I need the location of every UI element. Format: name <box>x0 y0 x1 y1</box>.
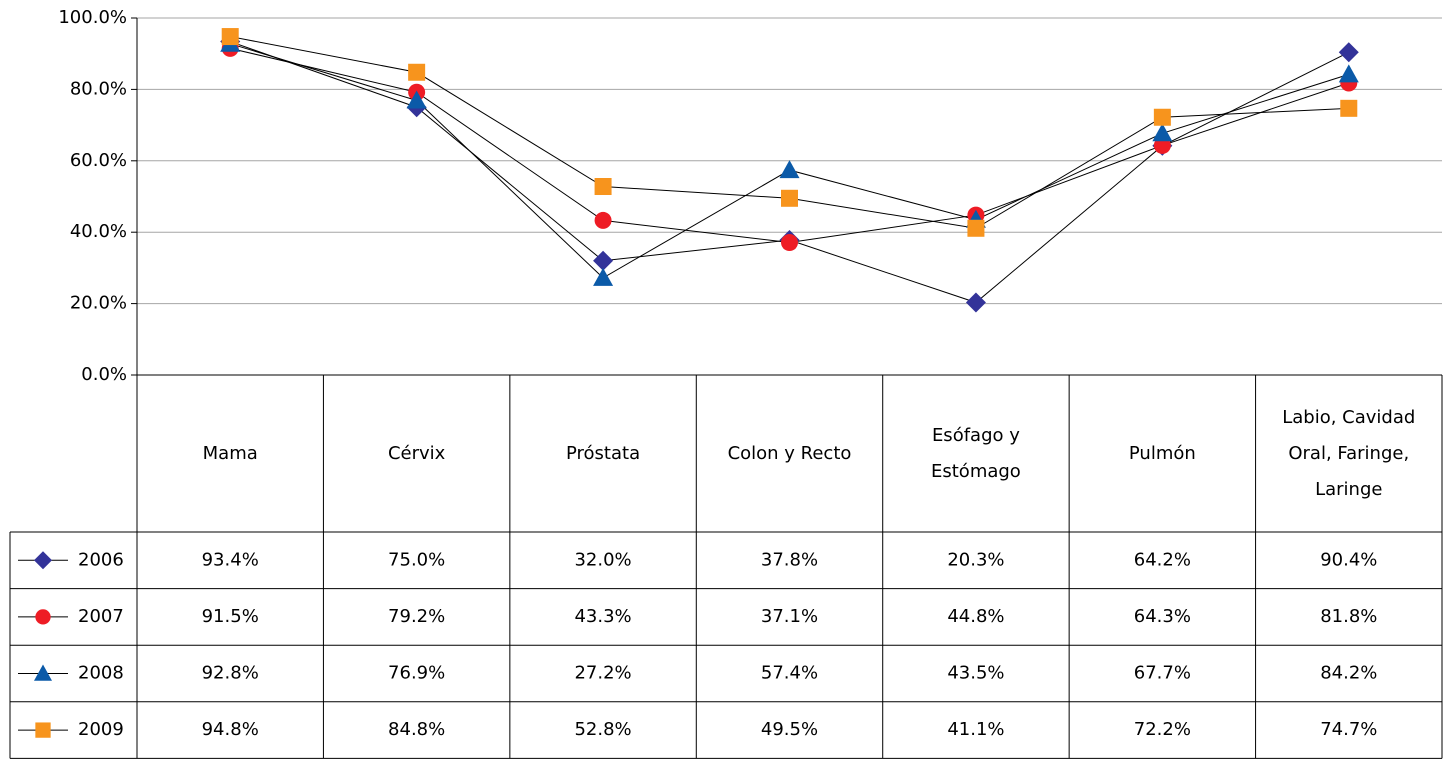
table-value: 72.2% <box>1134 719 1191 740</box>
category-label: Esófago y Estómago <box>931 424 1021 482</box>
table-value: 32.0% <box>574 549 631 570</box>
legend-marker <box>34 551 52 570</box>
table-value: 84.2% <box>1320 663 1377 684</box>
table-value: 92.8% <box>202 663 259 684</box>
series-line <box>230 47 1349 244</box>
data-point <box>1152 123 1173 142</box>
table-value: 37.1% <box>761 606 818 627</box>
legend-label: 2008 <box>78 663 124 684</box>
table-value: 67.7% <box>1134 663 1191 684</box>
legend-marker <box>34 664 52 681</box>
table-value: 75.0% <box>388 549 445 570</box>
data-point <box>1338 42 1359 63</box>
table-value: 81.8% <box>1320 606 1377 627</box>
legend-label: 2006 <box>78 549 124 570</box>
category-label-box: Labio, Cavidad Oral, Faringe, Laringe <box>1282 406 1416 500</box>
y-tick-label: 60.0% <box>70 150 127 171</box>
data-point <box>1153 108 1171 126</box>
table-value: 94.8% <box>202 719 259 740</box>
table-value: 44.8% <box>947 606 1004 627</box>
table-value: 91.5% <box>202 606 259 627</box>
category-label: Próstata <box>566 442 641 464</box>
y-tick-label: 0.0% <box>81 364 127 385</box>
data-point <box>593 250 614 271</box>
table-value: 27.2% <box>574 663 631 684</box>
table-value: 49.5% <box>761 719 818 740</box>
category-label-box: Cérvix <box>387 442 446 464</box>
data-point <box>781 189 798 207</box>
table-value: 64.3% <box>1134 606 1191 627</box>
y-tick-label: 20.0% <box>70 293 127 314</box>
data-point <box>781 234 798 252</box>
data-point <box>967 219 985 237</box>
legend-label: 2009 <box>78 719 124 740</box>
category-label-box: Colon y Recto <box>727 442 852 464</box>
y-tick-label: 80.0% <box>70 78 127 99</box>
category-label-box: Mama <box>202 442 258 464</box>
category-label: Cérvix <box>387 442 446 464</box>
data-point <box>406 90 427 109</box>
legend-label: 2007 <box>78 606 124 627</box>
table-value: 90.4% <box>1320 549 1377 570</box>
data-point <box>965 292 986 313</box>
category-label: Labio, Cavidad Oral, Faringe, Laringe <box>1282 406 1416 500</box>
data-point <box>1338 64 1359 83</box>
category-label: Colon y Recto <box>727 442 852 464</box>
category-label: Mama <box>202 442 258 464</box>
legend-marker <box>35 722 51 738</box>
table-value: 43.5% <box>947 663 1004 684</box>
table-value: 20.3% <box>947 549 1004 570</box>
table-value: 79.2% <box>388 606 445 627</box>
category-label-box: Pulmón <box>1128 442 1196 464</box>
data-point <box>594 178 612 196</box>
table-value: 52.8% <box>574 719 631 740</box>
category-label-box: Esófago y Estómago <box>931 424 1021 482</box>
table-value: 43.3% <box>574 606 631 627</box>
table-value: 74.7% <box>1320 719 1377 740</box>
data-point <box>779 160 800 179</box>
data-point <box>221 28 239 46</box>
table-value: 64.2% <box>1134 549 1191 570</box>
table-value: 41.1% <box>947 719 1004 740</box>
table-value: 93.4% <box>202 549 259 570</box>
table-value: 37.8% <box>761 549 818 570</box>
y-tick-label: 100.0% <box>58 7 127 28</box>
table-value: 84.8% <box>388 719 445 740</box>
data-point <box>408 63 426 81</box>
data-point <box>1340 99 1358 117</box>
y-tick-label: 40.0% <box>70 221 127 242</box>
data-point <box>594 211 612 229</box>
data-point <box>593 267 614 286</box>
category-label: Pulmón <box>1128 442 1196 464</box>
legend-marker <box>35 609 51 625</box>
table-value: 76.9% <box>388 663 445 684</box>
table-value: 57.4% <box>761 663 818 684</box>
category-label-box: Próstata <box>566 442 641 464</box>
